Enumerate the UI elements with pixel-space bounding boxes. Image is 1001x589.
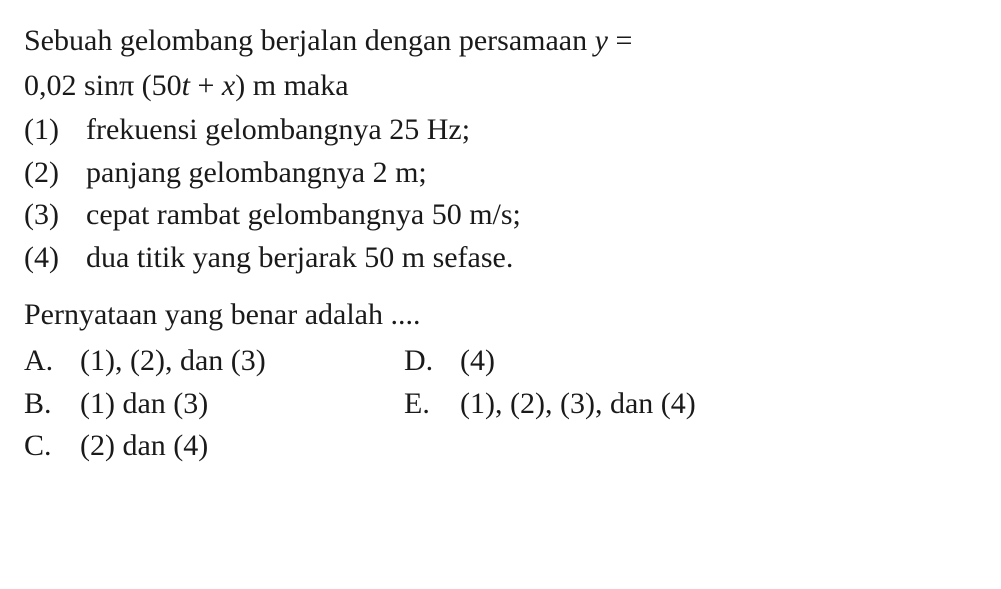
item-text: frekuensi gelombangnya 25 Hz; — [86, 109, 470, 152]
list-item: (2) panjang gelombangnya 2 m; — [24, 152, 977, 195]
option-e: E. (1), (2), (3), dan (4) — [404, 383, 977, 426]
option-b: B. (1) dan (3) — [24, 383, 404, 426]
numbered-list: (1) frekuensi gelombangnya 25 Hz; (2) pa… — [24, 109, 977, 279]
option-c: C. (2) dan (4) — [24, 425, 404, 468]
option-text: (2) dan (4) — [80, 425, 208, 468]
item-text: panjang gelombangnya 2 m; — [86, 152, 427, 195]
question-equation: 0,02 sinπ (50t + x) m maka — [24, 65, 977, 108]
answer-options: A. (1), (2), dan (3) B. (1) dan (3) C. (… — [24, 340, 977, 468]
intro-text-1: Sebuah gelombang berjalan dengan persama… — [24, 24, 595, 57]
option-text: (1), (2), (3), dan (4) — [460, 383, 696, 426]
question-intro: Sebuah gelombang berjalan dengan persama… — [24, 20, 977, 63]
option-letter: B. — [24, 383, 80, 426]
item-text: dua titik yang berjarak 50 m sefase. — [86, 237, 513, 280]
item-number: (4) — [24, 237, 86, 280]
equation-prefix: 0,02 sinπ (50 — [24, 69, 182, 102]
list-item: (4) dua titik yang berjarak 50 m sefase. — [24, 237, 977, 280]
question-block: Sebuah gelombang berjalan dengan persama… — [24, 20, 977, 468]
option-text: (1) dan (3) — [80, 383, 208, 426]
item-number: (2) — [24, 152, 86, 195]
option-letter: E. — [404, 383, 460, 426]
option-letter: D. — [404, 340, 460, 383]
item-number: (3) — [24, 194, 86, 237]
list-item: (3) cepat rambat gelombangnya 50 m/s; — [24, 194, 977, 237]
variable-y: y — [595, 24, 608, 57]
equals-sign: = — [608, 24, 632, 57]
list-item: (1) frekuensi gelombangnya 25 Hz; — [24, 109, 977, 152]
variable-t: t — [182, 69, 190, 102]
item-text: cepat rambat gelombangnya 50 m/s; — [86, 194, 521, 237]
option-text: (4) — [460, 340, 495, 383]
item-number: (1) — [24, 109, 86, 152]
option-letter: C. — [24, 425, 80, 468]
option-text: (1), (2), dan (3) — [80, 340, 266, 383]
option-a: A. (1), (2), dan (3) — [24, 340, 404, 383]
options-column-right: D. (4) E. (1), (2), (3), dan (4) — [404, 340, 977, 468]
equation-suffix: ) m maka — [235, 69, 348, 102]
variable-x: x — [222, 69, 235, 102]
option-letter: A. — [24, 340, 80, 383]
option-d: D. (4) — [404, 340, 977, 383]
prompt-statement: Pernyataan yang benar adalah .... — [24, 294, 977, 337]
plus-sign: + — [190, 69, 222, 102]
options-column-left: A. (1), (2), dan (3) B. (1) dan (3) C. (… — [24, 340, 404, 468]
